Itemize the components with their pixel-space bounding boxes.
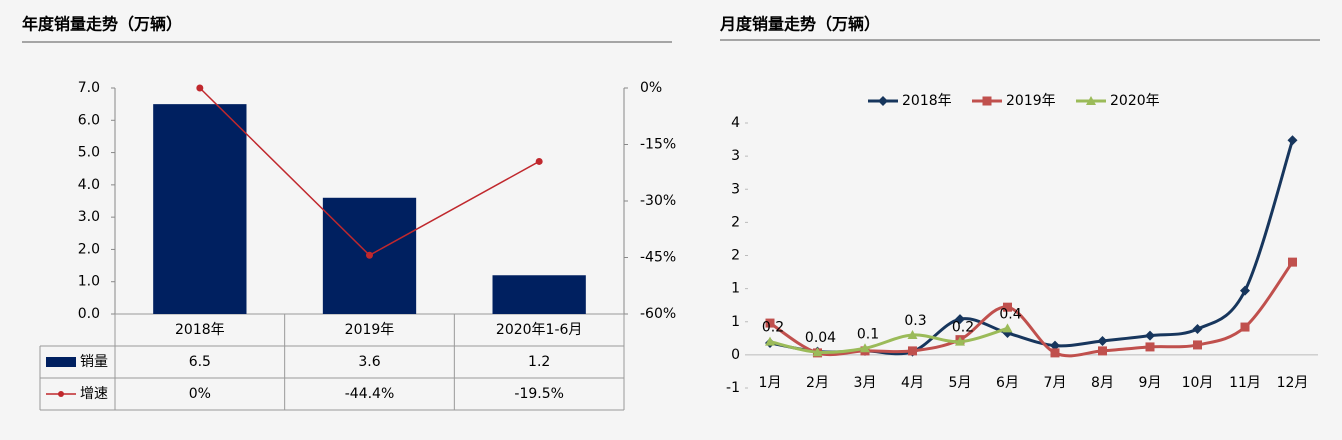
line-marker — [535, 157, 543, 165]
data-label: 0.1 — [857, 326, 879, 342]
chart-title: 年度销量走势（万辆） — [22, 15, 182, 34]
x-tick-label: 5月 — [949, 375, 972, 391]
x-tick-label: 9月 — [1139, 375, 1162, 391]
line-marker — [1097, 335, 1108, 346]
data-label: 0.2 — [762, 320, 784, 336]
y2-tick-label: 0% — [640, 80, 662, 96]
table-legend-key — [58, 391, 64, 397]
line-marker — [955, 336, 965, 346]
legend-label: 2018年 — [902, 93, 952, 109]
y-tick-label: 6.0 — [78, 112, 100, 128]
x-tick-label: 7月 — [1044, 375, 1067, 391]
line-marker — [1145, 342, 1155, 352]
legend-key — [1086, 96, 1096, 105]
line-marker — [1002, 323, 1013, 333]
x-tick-label: 12月 — [1277, 375, 1309, 391]
x-tick-label: 2018年 — [175, 322, 225, 338]
line — [769, 326, 1008, 354]
y-tick-label: 0.0 — [78, 306, 100, 322]
y2-tick-label: -30% — [640, 193, 676, 209]
x-tick-label: 2019年 — [345, 322, 395, 338]
line-marker — [1240, 322, 1250, 332]
table-row-label: 销量 — [80, 354, 108, 370]
line-marker — [1192, 324, 1203, 335]
y-tick-label: 4 — [731, 115, 740, 131]
table-cell: 6.5 — [189, 354, 211, 370]
line-marker — [860, 343, 870, 353]
line-marker — [908, 346, 917, 356]
legend-label: 2019年 — [1006, 93, 1056, 109]
data-label: 0.04 — [805, 330, 836, 346]
table-cell: 3.6 — [358, 354, 380, 370]
legend-key — [878, 96, 888, 106]
x-tick-label: 1月 — [759, 375, 782, 391]
y2-tick-label: -45% — [640, 250, 676, 266]
line-marker — [1050, 340, 1060, 351]
x-tick-label: 6月 — [996, 375, 1019, 391]
table-cell: 0% — [189, 386, 211, 402]
x-tick-label: 3月 — [854, 375, 877, 391]
y-tick-label: 2 — [731, 248, 740, 264]
y-tick-label: 4.0 — [78, 177, 100, 193]
bar — [492, 275, 586, 314]
data-label: 0.2 — [952, 320, 974, 336]
x-tick-label: 2020年1-6月 — [496, 322, 583, 338]
y-tick-label: 1 — [731, 281, 740, 297]
y-tick-label: 3.0 — [78, 209, 100, 225]
y-tick-label: -1 — [726, 380, 740, 396]
data-label: 0.3 — [904, 313, 926, 329]
data-label: 0.4 — [999, 306, 1021, 322]
bar — [153, 104, 247, 315]
y-tick-label: 2 — [731, 214, 740, 230]
legend-key — [982, 96, 992, 106]
line-marker — [1288, 257, 1297, 267]
table-row-label: 增速 — [80, 386, 108, 402]
line-marker — [765, 336, 775, 346]
line-marker — [366, 251, 373, 259]
y2-tick-label: -15% — [640, 137, 676, 153]
line-marker — [955, 314, 965, 325]
y-tick-label: 3 — [731, 181, 740, 197]
line-marker — [1240, 285, 1250, 296]
line-marker — [196, 84, 204, 92]
y-tick-label: 5.0 — [78, 145, 100, 161]
table-cell: -44.4% — [345, 386, 395, 402]
y-tick-label: 7.0 — [78, 80, 100, 96]
line-marker — [1287, 135, 1298, 146]
line-marker — [1193, 340, 1202, 350]
table-cell: -19.5% — [514, 386, 564, 402]
x-tick-label: 10月 — [1182, 375, 1214, 391]
line-marker — [907, 330, 918, 339]
y-tick-label: 1.0 — [78, 274, 100, 290]
table-legend-key — [46, 357, 76, 367]
line-marker — [1098, 346, 1107, 356]
y2-tick-label: -60% — [640, 306, 676, 322]
x-tick-label: 4月 — [901, 375, 924, 391]
x-tick-label: 2月 — [806, 375, 829, 391]
y-tick-label: 1 — [731, 314, 740, 330]
table-cell: 1.2 — [528, 354, 550, 370]
line-marker — [1050, 348, 1060, 358]
line — [769, 139, 1294, 356]
y-tick-label: 3 — [731, 148, 740, 164]
line-marker — [812, 347, 823, 357]
y-tick-label: 0 — [731, 347, 740, 363]
legend-label: 2020年 — [1110, 93, 1160, 109]
x-tick-label: 11月 — [1229, 375, 1261, 391]
line-marker — [1003, 302, 1012, 312]
x-tick-label: 8月 — [1091, 375, 1114, 391]
line-marker — [1145, 330, 1155, 341]
line-marker — [765, 318, 775, 328]
y-tick-label: 2.0 — [78, 241, 100, 257]
chart-title: 月度销量走势（万辆） — [719, 15, 880, 34]
